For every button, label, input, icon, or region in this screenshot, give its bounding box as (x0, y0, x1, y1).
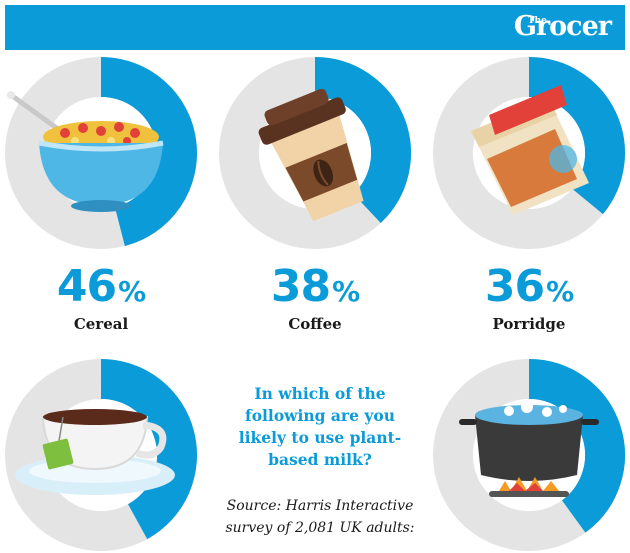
pct-value: 46 (56, 261, 117, 312)
category-label-cereal: Cereal (73, 315, 129, 333)
oat-flakes-icon (471, 85, 589, 215)
question-text: In which of the following are you likely… (238, 384, 402, 469)
pct-value: 36 (484, 261, 545, 312)
header-bar: The Grocer (5, 5, 625, 50)
donut-tea (5, 359, 197, 551)
brand-logo-name: Grocer (513, 11, 612, 42)
pct-cereal: 46% (1, 262, 201, 317)
donut-pot (433, 359, 625, 551)
brand-logo: The Grocer (513, 9, 612, 45)
pct-porridge: 36% (429, 262, 629, 317)
brand-logo-the: The (527, 16, 547, 26)
pct-unit: % (332, 275, 360, 308)
donut-slice-pot (528, 359, 625, 533)
cereal-bowl-icon (7, 91, 164, 212)
donut-slice-porridge (528, 57, 625, 215)
donut-slice-tea (100, 359, 197, 540)
donut-slice-coffee (314, 57, 411, 223)
donut-cereal (5, 57, 197, 249)
source-text: Source: Harris Interactive survey of 2,0… (225, 498, 415, 536)
boiling-pot-icon (459, 401, 599, 497)
pct-unit: % (118, 275, 146, 308)
category-label-porridge: Porridge (492, 315, 566, 333)
coffee-cup-icon (258, 88, 364, 222)
tea-cup-icon (15, 409, 175, 495)
pct-unit: % (546, 275, 574, 308)
donut-slice-cereal (100, 57, 197, 246)
pct-coffee: 38% (215, 262, 415, 317)
donut-coffee (219, 57, 411, 249)
pct-value: 38 (270, 261, 331, 312)
category-label-coffee: Coffee (288, 315, 342, 333)
donut-porridge (433, 57, 625, 249)
